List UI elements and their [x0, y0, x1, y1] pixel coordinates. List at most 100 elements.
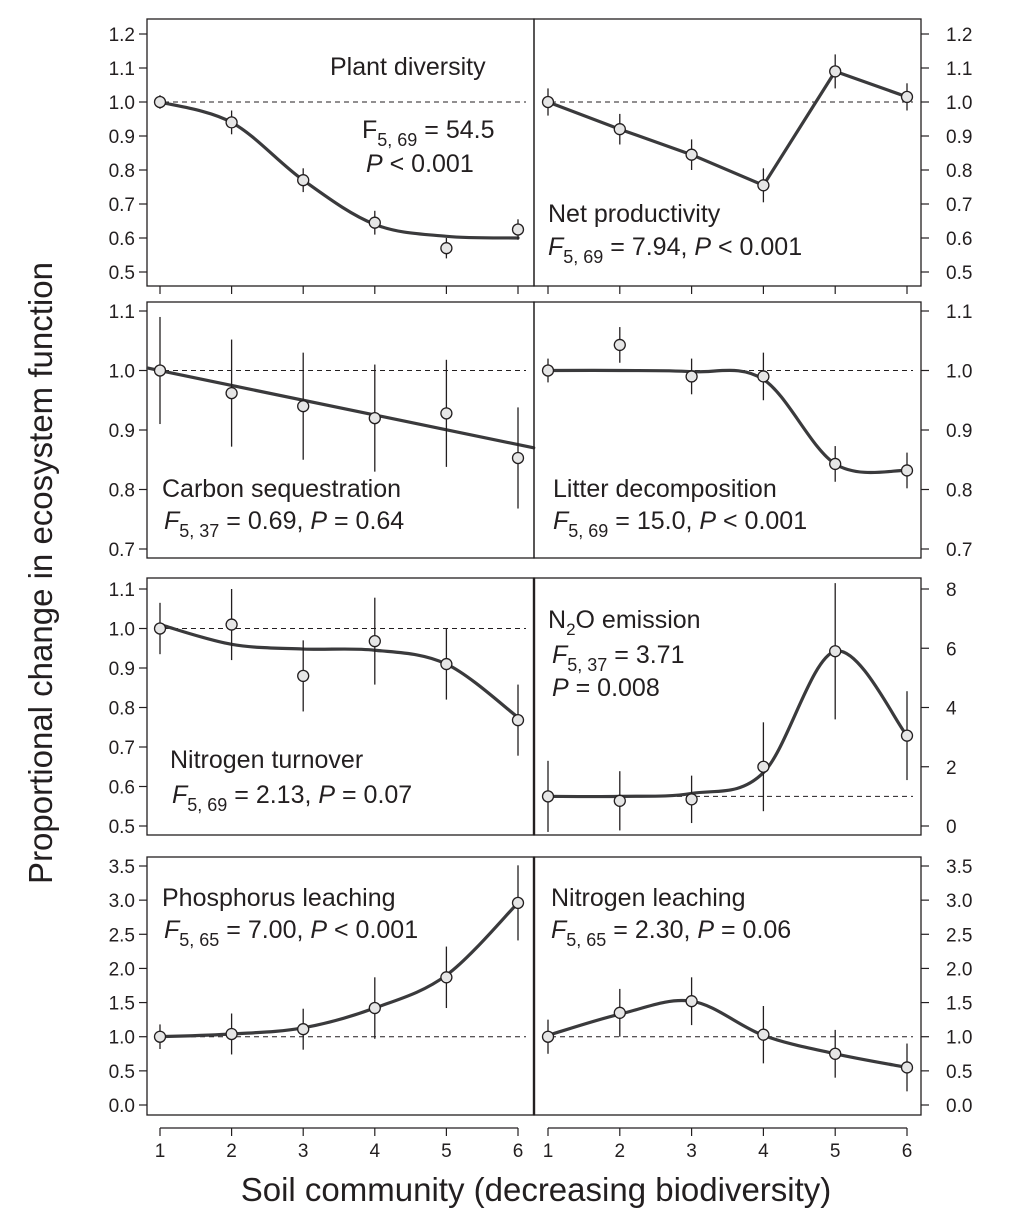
y-tick-label: 1.0	[109, 362, 135, 383]
y-tick-label: 1.1	[946, 59, 972, 80]
y-tick-label: 1.2	[109, 25, 135, 46]
panel-7: 0.0 0.5 1.0 1.5 2.0 2.5 3.0 3.5 Phosphorus leach…	[109, 856, 535, 1117]
data-point	[225, 386, 238, 400]
data-point	[900, 1061, 914, 1074]
data-point	[829, 645, 842, 658]
x-tick-label: 3	[298, 1141, 309, 1162]
data-point	[900, 90, 914, 104]
fit-line	[146, 366, 536, 450]
data-point	[757, 760, 770, 773]
y-tick-label: 0.9	[109, 659, 135, 680]
data-point	[541, 790, 555, 803]
y-tick-label: 0.6	[946, 229, 972, 250]
data-point	[511, 223, 525, 236]
stat-line: F5, 69 = 2.13, P = 0.07	[172, 781, 412, 815]
y-tick-label: 1.0	[109, 93, 135, 114]
data-point	[685, 793, 698, 806]
data-point	[153, 622, 167, 635]
y-tick-label: 0.5	[946, 1062, 972, 1083]
panel-title: Phosphorus leaching	[162, 884, 396, 912]
data-point	[225, 618, 238, 631]
data-point	[153, 364, 167, 377]
fit-line	[546, 69, 909, 187]
y-tick-label: 6	[946, 639, 957, 660]
y-tick-label: 0.7	[109, 195, 135, 216]
stat-line: F5, 65 = 7.00, P < 0.001	[164, 916, 418, 950]
data-point	[757, 179, 770, 192]
panels: 0.5 0.6 0.7 0.8 0.9 1.0 1.1 1.2 Plant diversity F…	[109, 18, 972, 1117]
data-point	[613, 338, 626, 352]
data-point	[829, 65, 842, 78]
data-point	[368, 411, 381, 425]
data-point	[225, 116, 238, 129]
stat-line: F5, 37 = 0.69, P = 0.64	[164, 507, 404, 541]
x-tick-label: 1	[543, 1141, 554, 1162]
data-point	[511, 713, 525, 727]
x-tick-label: 4	[370, 1141, 381, 1162]
panel-1: 0.5 0.6 0.7 0.8 0.9 1.0 1.1 1.2 Plant diversity F…	[109, 18, 535, 287]
x-tick-label: 2	[226, 1141, 237, 1162]
y-tick-label: 8	[946, 580, 957, 601]
data-point	[440, 407, 453, 420]
data-point	[541, 364, 555, 377]
y-tick-label: 2.0	[946, 959, 972, 980]
data-point	[440, 242, 453, 255]
panel-5: 0.5 0.6 0.7 0.8 0.9 1.0 1.1 Nitrogen turnover F5…	[109, 577, 535, 838]
x-tick-label: 5	[441, 1141, 452, 1162]
y-tick-label: 0.8	[946, 481, 972, 502]
y-axis-title: Proportional change in ecosystem functio…	[22, 262, 59, 884]
y-tick-label: 1.0	[946, 93, 972, 114]
x-tick-label: 2	[615, 1141, 626, 1162]
data-point	[153, 95, 167, 109]
y-tick-label: 1.1	[946, 302, 972, 323]
panel-title: Carbon sequestration	[162, 475, 401, 503]
y-tick-label: 1.2	[946, 25, 972, 46]
data-point	[613, 123, 626, 136]
y-tick-label: 0.8	[109, 481, 135, 502]
y-tick-label: 3.0	[109, 891, 135, 912]
y-tick-label: 0.9	[946, 421, 972, 442]
data-point	[541, 1030, 555, 1043]
data-point	[685, 995, 698, 1008]
data-point	[685, 148, 698, 161]
data-point	[613, 1006, 626, 1019]
stat-line: F5, 69 = 15.0, P < 0.001	[553, 507, 807, 541]
fit-line	[546, 998, 909, 1070]
panel-title: Nitrogen leaching	[551, 884, 746, 912]
x-tick-label: 4	[758, 1141, 769, 1162]
data-point	[900, 729, 914, 742]
y-tick-label: 0.9	[109, 421, 135, 442]
y-tick-label: 1.0	[946, 1028, 972, 1049]
stat-line: F5, 69 = 54.5	[362, 116, 494, 150]
data-point	[297, 174, 310, 187]
panel-4: 0.7 0.8 0.9 1.0 1.1 Litter decomposition F5, 6…	[533, 301, 972, 561]
panel-title: Net productivity	[548, 200, 721, 228]
panel-title: Litter decomposition	[553, 475, 777, 503]
x-tick-label: 6	[513, 1141, 524, 1162]
x-axis-title: Soil community (decreasing biodiversity)	[241, 1171, 832, 1208]
y-tick-label: 0.8	[109, 699, 135, 720]
data-point	[685, 370, 698, 383]
data-point	[440, 971, 453, 984]
data-point	[153, 1030, 167, 1043]
y-tick-label: 1.1	[109, 59, 135, 80]
fit-line	[158, 622, 520, 719]
panel-frame	[533, 18, 922, 287]
y-tick-label: 1.5	[109, 994, 135, 1015]
data-point	[757, 370, 770, 383]
stat-line: F5, 69 = 7.94, P < 0.001	[548, 233, 802, 267]
panel-8: 0.0 0.5 1.0 1.5 2.0 2.5 3.0 3.5 Nitrogen leachin…	[533, 856, 972, 1117]
x-tick-label: 6	[902, 1141, 913, 1162]
stat-line: F5, 65 = 2.30, P = 0.06	[551, 916, 791, 950]
y-tick-label: 0.0	[109, 1096, 135, 1117]
panel-3: 0.7 0.8 0.9 1.0 1.1 Carbon sequestration F5, 3…	[109, 301, 536, 561]
data-point	[541, 95, 555, 109]
y-tick-label: 0.8	[946, 161, 972, 182]
panel-title: Nitrogen turnover	[170, 746, 363, 774]
data-point	[900, 464, 914, 477]
data-point	[225, 1027, 238, 1041]
y-tick-label: 3.0	[946, 891, 972, 912]
data-point	[829, 457, 842, 471]
y-tick-label: 0.7	[946, 540, 972, 561]
